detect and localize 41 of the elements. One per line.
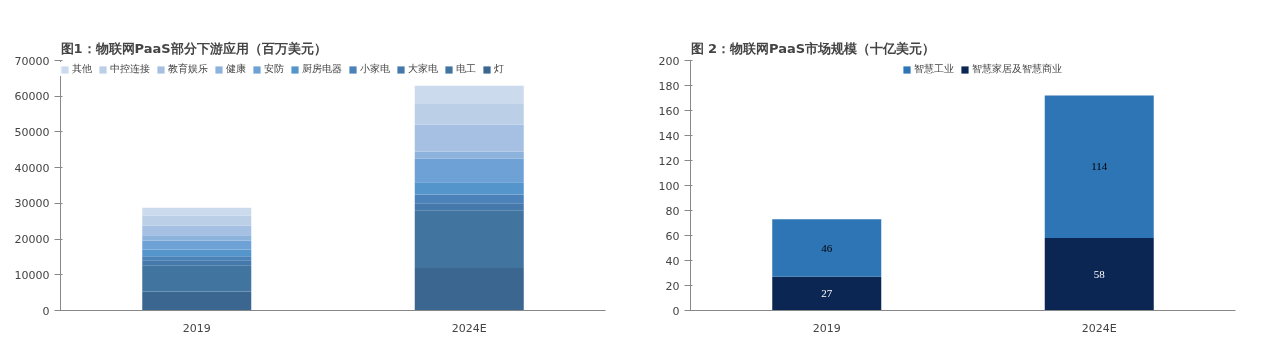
y-tick-label: 120 <box>658 154 680 168</box>
x-tick-label: 2024E <box>1081 321 1117 335</box>
y-tick-label: 40000 <box>14 161 50 175</box>
chart-title: 图 2：物联网PaaS市场规模（十亿美元） <box>690 40 936 56</box>
data-label: 58 <box>1093 267 1106 280</box>
y-tick-label: 40 <box>665 254 680 268</box>
y-tick-label: 30000 <box>14 197 50 211</box>
y-tick-label: 160 <box>658 104 680 118</box>
data-label: 114 <box>1091 160 1108 173</box>
legend-label: 健康 <box>226 62 246 76</box>
legend-label: 中控连接 <box>110 62 150 76</box>
y-tick-label: 50000 <box>14 125 50 139</box>
legend-label: 大家电 <box>408 62 438 76</box>
legend-label: 智慧工业 <box>914 62 954 76</box>
y-tick-label: 200 <box>658 54 680 68</box>
legend-label: 教育娱乐 <box>168 62 208 76</box>
data-label: 27 <box>821 287 833 300</box>
x-tick-label: 2019 <box>812 321 841 335</box>
y-tick-label: 0 <box>42 304 50 318</box>
legend-label: 其他 <box>72 62 92 76</box>
data-label: 46 <box>821 241 833 254</box>
chart-title: 图1：物联网PaaS部分下游应用（百万美元） <box>60 40 327 56</box>
legend-label: 厨房电器 <box>302 62 342 76</box>
legend-label: 灯 <box>494 62 505 76</box>
y-tick-label: 70000 <box>14 54 50 68</box>
legend-label: 电工 <box>456 62 476 76</box>
x-tick-label: 2024E <box>451 321 487 335</box>
legend-label: 安防 <box>264 62 284 76</box>
y-tick-label: 60 <box>665 229 680 243</box>
y-tick-label: 100 <box>658 179 680 193</box>
y-tick-label: 180 <box>658 79 680 93</box>
y-tick-label: 80 <box>665 204 680 218</box>
legend-label: 智慧家居及智慧商业 <box>972 62 1062 76</box>
y-tick-label: 60000 <box>14 90 50 104</box>
x-tick-label: 2019 <box>182 321 211 335</box>
y-tick-label: 20 <box>665 279 680 293</box>
y-tick-label: 140 <box>658 129 680 143</box>
y-tick-label: 0 <box>672 304 680 318</box>
y-tick-label: 20000 <box>14 233 50 247</box>
y-tick-label: 10000 <box>14 268 50 282</box>
legend-label: 小家电 <box>360 62 390 76</box>
